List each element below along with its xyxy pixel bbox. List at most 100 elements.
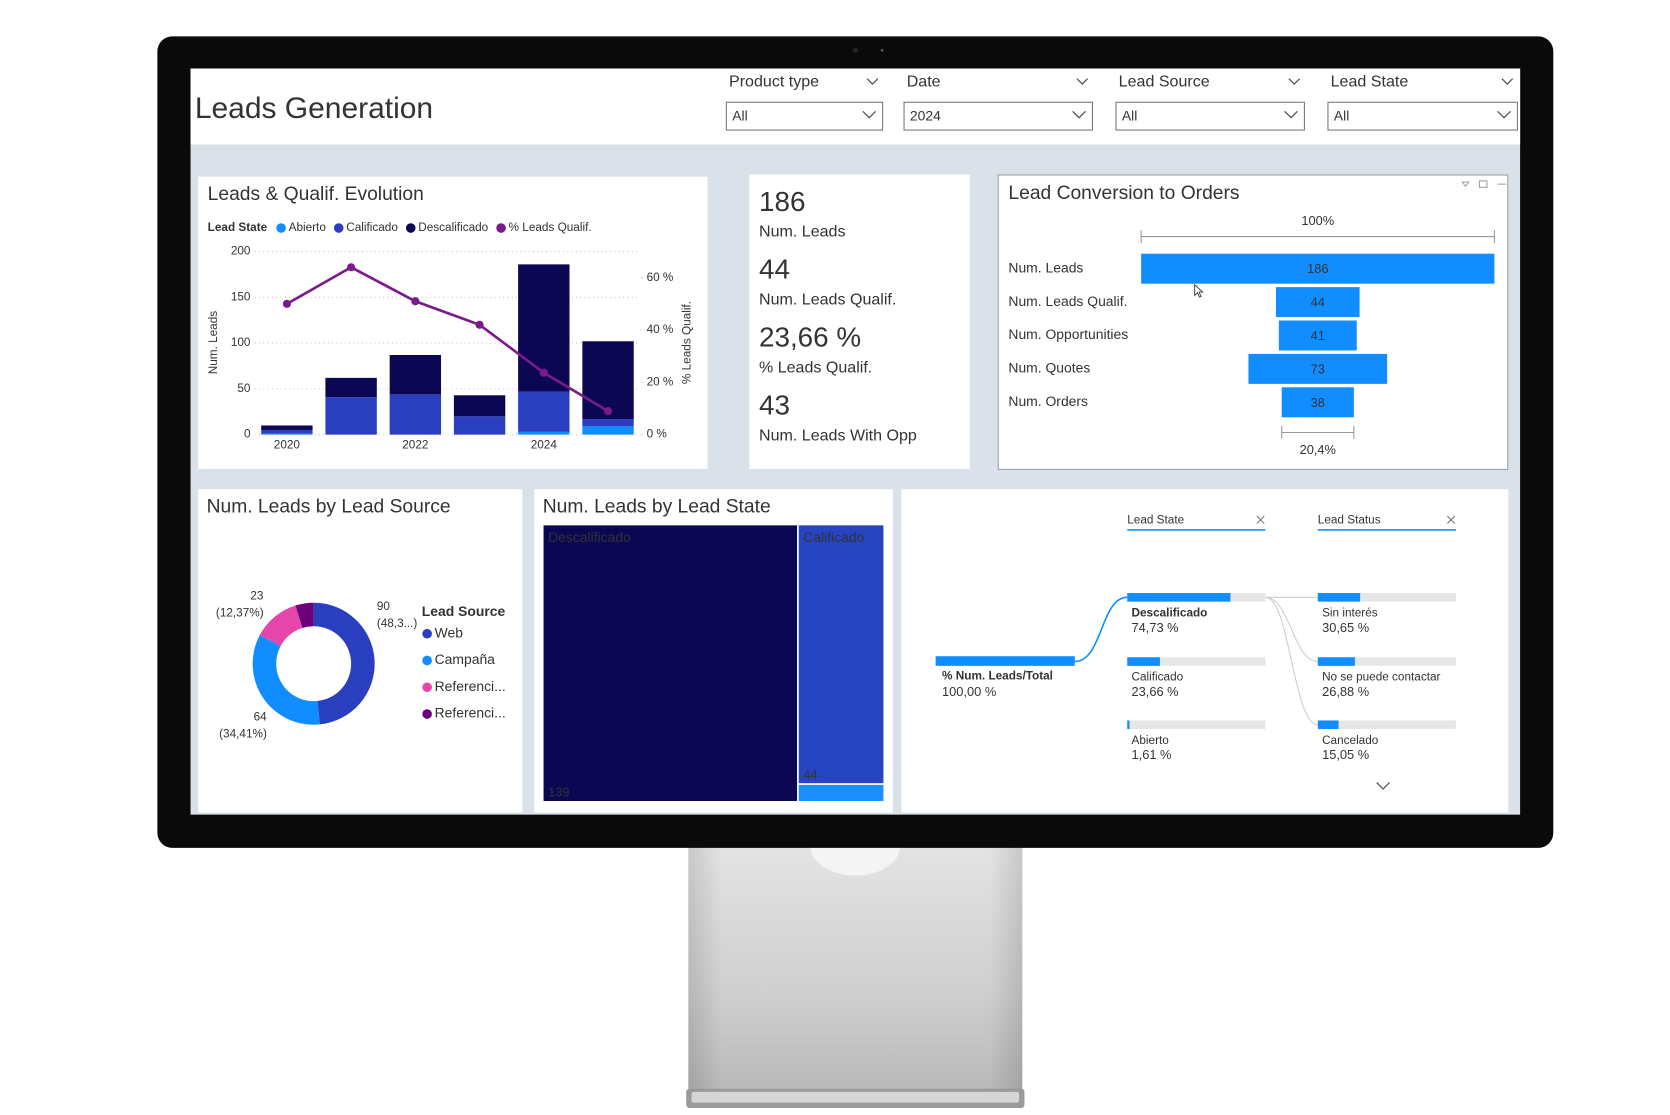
node-bar[interactable] [1317,593,1361,602]
node-track [1317,720,1456,730]
x-tick-label: 2024 [531,438,558,451]
donut-slice [313,602,375,725]
node-bar[interactable] [1127,593,1231,602]
funnel-bar [1248,353,1388,384]
node-value: 15,05 % [1322,747,1369,762]
treemap-label: Descalificado [548,529,631,545]
node-value: 74,73 % [1132,620,1179,635]
bar-segment [453,395,506,417]
treemap-value: 44 [803,767,817,782]
screen-content: Leads Generation Product type All Date 2024… [157,36,1554,1108]
funnel-value: 38 [1311,395,1325,410]
slicer-value: 2024 [910,107,941,123]
treemap-value: 139 [548,785,569,800]
root-bar [935,656,1075,666]
y-tick-label: 200 [231,245,251,258]
legend-label: % Leads Qualif. [509,221,592,234]
root-value: 100,00 % [942,684,996,699]
funnel-value: 44 [1311,295,1325,310]
bar-segment [453,416,506,435]
chevron-icon [1072,110,1086,119]
node-bar[interactable] [1317,657,1355,666]
funnel-label: Num. Orders [1008,393,1088,409]
legend-marker [333,223,344,233]
camera [852,47,859,53]
node-bar[interactable] [1127,657,1160,666]
connector [1074,596,1128,663]
x-tick-label: 2022 [402,438,428,451]
legend-label: Web [435,624,464,640]
y-tick-label: 100 [231,336,251,349]
line-point [475,320,484,329]
legend-marker [422,628,432,639]
level-header: Lead State [1127,513,1184,526]
line-point [411,297,420,306]
panel [749,174,970,469]
node-track [1317,593,1456,602]
remove-level-icon[interactable] [1446,515,1456,524]
sensor [880,48,884,52]
chart-title: Leads & Qualif. Evolution [208,184,424,205]
legend-label: Campaña [435,651,496,667]
chart-title: Num. Leads by Lead Source [207,497,451,518]
funnel-bar [1281,387,1354,418]
slicer-dropdown[interactable] [903,101,1093,131]
chevron-icon [862,110,877,119]
kpi-label: Num. Leads Qualif. [759,291,896,309]
chevron-icon [1376,782,1390,790]
bar-segment [518,431,570,435]
kpi-value: 43 [759,390,790,421]
donut-slice [259,605,303,647]
y2-tick-label: 20 % [647,375,674,388]
treemap-tile [797,783,886,803]
stand-shade [688,843,1023,1092]
x-tick-label: 2020 [274,438,301,451]
bar-segment [389,354,442,395]
kpi-value: 44 [759,254,790,285]
slicer-dropdown[interactable] [1327,101,1518,131]
donut-value-label: 23 [250,589,264,602]
node-track [1317,657,1456,666]
line-point [603,407,613,416]
slicer-dropdown[interactable] [725,101,884,131]
report-title: Leads Generation [195,92,433,125]
slicer-value: All [1122,107,1137,123]
donut-percent-label: (48,3...) [377,617,418,630]
legend-marker [496,223,506,233]
chevron-icon [1288,78,1301,85]
legend-marker [405,223,416,233]
bar-segment [261,425,313,431]
funnel-label: Num. Quotes [1008,360,1090,376]
y-tick-label: 150 [231,290,251,303]
line-point [347,263,356,272]
remove-level-icon[interactable] [1256,515,1265,524]
funnel-bar [1141,253,1495,284]
y2-axis-title: % Leads Qualif. [680,301,693,384]
node-value: 26,88 % [1322,684,1369,699]
slicer-label: Lead Source [1119,73,1210,91]
slicer-dropdown[interactable] [1115,101,1305,131]
funnel-bar [1276,287,1360,318]
kpi-label: Num. Leads [759,223,846,241]
bar-segment [582,419,634,427]
bar-segment [325,397,377,435]
legend-marker [422,709,432,719]
stand-base-top [691,1091,1020,1103]
kpi-label: % Leads Qualif. [759,358,872,376]
chevron-icon [1501,78,1514,85]
kpi-value: 186 [759,186,805,217]
funnel-value: 41 [1311,328,1325,343]
slicer-label: Product type [729,73,819,91]
funnel-top-label: 100% [1301,213,1334,228]
legend-marker [422,682,432,693]
legend-label: Calificado [346,221,398,234]
donut-slice [295,602,314,628]
node-bar[interactable] [1317,720,1339,730]
y2-tick-label: 0 % [647,428,668,441]
chevron-icon [1284,110,1298,119]
y2-tick-label: 40 % [647,323,674,336]
legend-label: Referenci... [435,705,506,721]
legend-marker [422,655,432,666]
node-bar[interactable] [1127,720,1130,730]
